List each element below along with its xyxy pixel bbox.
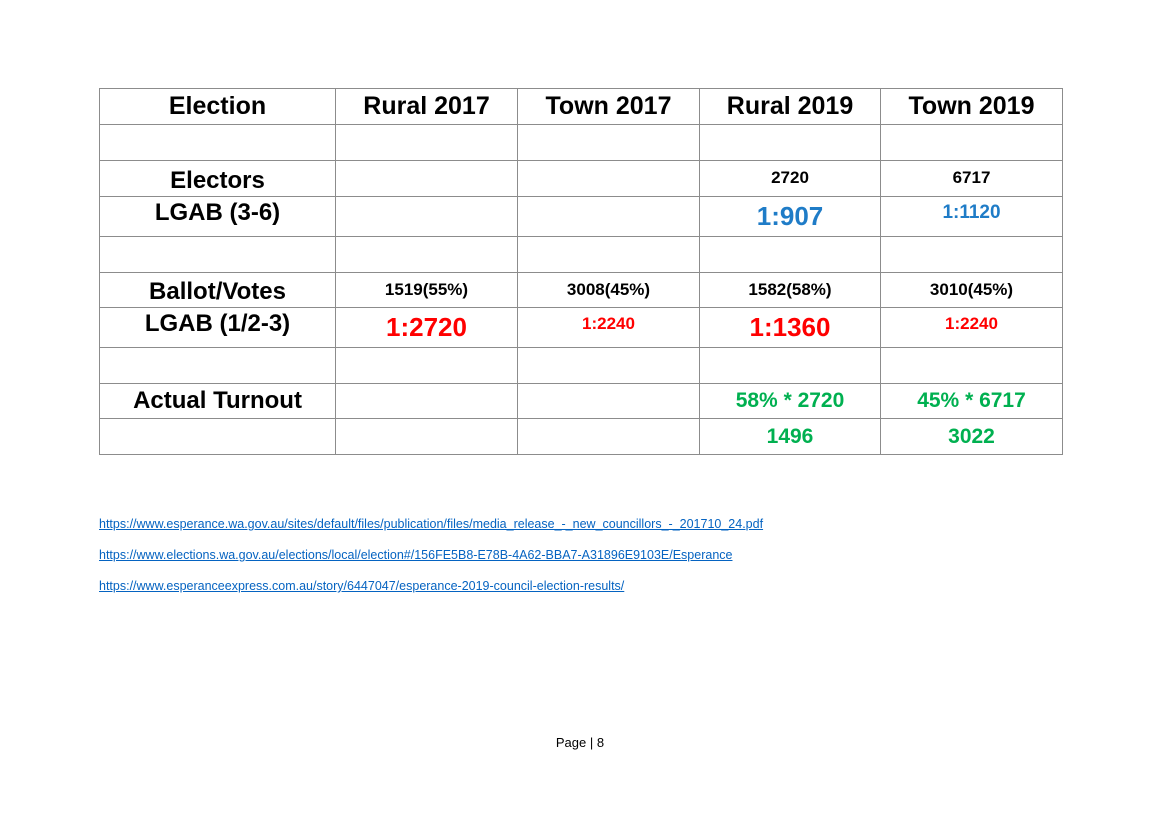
table-cell xyxy=(517,236,700,273)
table-row: Ballot/Votes 1519(55%) 3008(45%) 1582(58… xyxy=(99,272,1063,308)
header-cell: Election xyxy=(99,88,336,125)
table-cell xyxy=(699,124,881,161)
row-label: LGAB (1/2-3) xyxy=(99,307,336,348)
table-row: LGAB (3-6) 1:907 1:1120 xyxy=(99,196,1063,237)
table-cell: 1:2240 xyxy=(880,307,1063,348)
reference-link-esperance-media-release[interactable]: https://www.esperance.wa.gov.au/sites/de… xyxy=(99,517,764,531)
header-cell: Town 2017 xyxy=(517,88,700,125)
page-footer: Page | 8 xyxy=(555,735,605,750)
table-header-row: Election Rural 2017 Town 2017 Rural 2019… xyxy=(99,88,1063,125)
table-cell xyxy=(517,347,700,384)
table-row xyxy=(99,236,1063,273)
table-cell: 2720 xyxy=(699,160,881,197)
table-cell: 45% * 6717 xyxy=(880,383,1063,419)
table-cell: 1:907 xyxy=(699,196,881,237)
table-cell: 3008(45%) xyxy=(517,272,700,308)
table-cell xyxy=(335,347,518,384)
table-cell: 1519(55%) xyxy=(335,272,518,308)
table-cell xyxy=(517,124,700,161)
table-cell xyxy=(335,124,518,161)
table-cell xyxy=(699,236,881,273)
table-row xyxy=(99,124,1063,161)
row-label: Electors xyxy=(99,160,336,197)
reference-link-esperance-express[interactable]: https://www.esperanceexpress.com.au/stor… xyxy=(99,579,625,593)
table-cell: 1:1360 xyxy=(699,307,881,348)
table-cell: 1:2240 xyxy=(517,307,700,348)
table-cell xyxy=(517,383,700,419)
table-cell: 58% * 2720 xyxy=(699,383,881,419)
table-row: LGAB (1/2-3) 1:2720 1:2240 1:1360 1:2240 xyxy=(99,307,1063,348)
table-cell xyxy=(335,196,518,237)
table-cell xyxy=(99,418,336,455)
table-cell: 3022 xyxy=(880,418,1063,455)
table-cell: 6717 xyxy=(880,160,1063,197)
reference-links: https://www.esperance.wa.gov.au/sites/de… xyxy=(99,514,763,607)
table-cell xyxy=(335,383,518,419)
table-cell xyxy=(880,347,1063,384)
row-label: Actual Turnout xyxy=(99,383,336,419)
table-cell: 1582(58%) xyxy=(699,272,881,308)
table-cell xyxy=(335,236,518,273)
election-table: Election Rural 2017 Town 2017 Rural 2019… xyxy=(99,88,1063,455)
table-cell xyxy=(335,418,518,455)
row-label: LGAB (3-6) xyxy=(99,196,336,237)
table-cell xyxy=(517,160,700,197)
table-cell xyxy=(880,124,1063,161)
table-cell: 1:1120 xyxy=(880,196,1063,237)
table-cell xyxy=(517,418,700,455)
table-row: Actual Turnout 58% * 2720 45% * 6717 xyxy=(99,383,1063,419)
table-cell xyxy=(335,160,518,197)
table-row: Electors 2720 6717 xyxy=(99,160,1063,197)
table-cell xyxy=(699,347,881,384)
table-cell xyxy=(880,236,1063,273)
header-cell: Town 2019 xyxy=(880,88,1063,125)
table-cell xyxy=(99,347,336,384)
table-cell xyxy=(517,196,700,237)
table-row: 1496 3022 xyxy=(99,418,1063,455)
table-cell: 1:2720 xyxy=(335,307,518,348)
table-cell: 3010(45%) xyxy=(880,272,1063,308)
header-cell: Rural 2017 xyxy=(335,88,518,125)
reference-link-elections-wa[interactable]: https://www.elections.wa.gov.au/election… xyxy=(99,548,733,562)
row-label: Ballot/Votes xyxy=(99,272,336,308)
table-cell: 1496 xyxy=(699,418,881,455)
table-cell xyxy=(99,236,336,273)
table-row xyxy=(99,347,1063,384)
table-cell xyxy=(99,124,336,161)
header-cell: Rural 2019 xyxy=(699,88,881,125)
